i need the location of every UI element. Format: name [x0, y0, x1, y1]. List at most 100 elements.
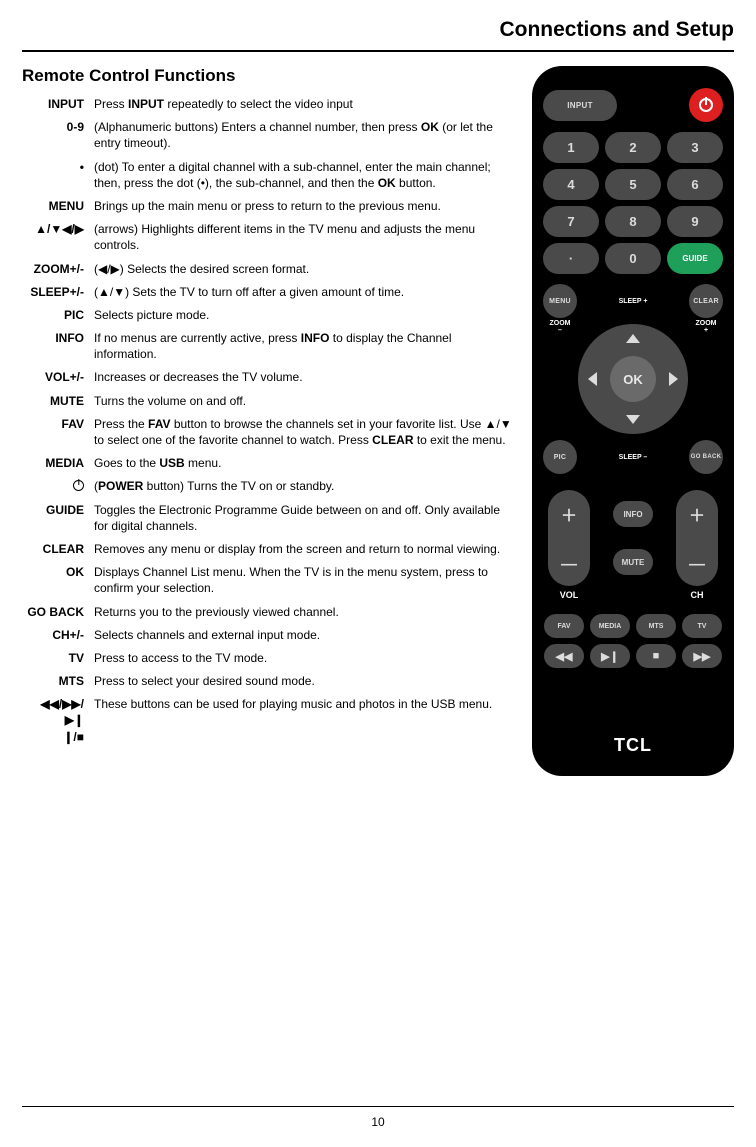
- playpause-button[interactable]: ▶❙: [590, 644, 630, 668]
- function-label: MENU: [22, 198, 94, 214]
- functions-table: INPUTPress INPUT repeatedly to select th…: [22, 96, 514, 745]
- power-icon: [73, 480, 84, 491]
- power-button[interactable]: [689, 88, 723, 122]
- digit-button-5[interactable]: 5: [605, 169, 661, 200]
- digit-button-3[interactable]: 3: [667, 132, 723, 163]
- arrow-up-icon[interactable]: [626, 334, 640, 343]
- plus-icon: ＋: [561, 502, 577, 526]
- zoom-plus-label: ZOOM +: [689, 320, 723, 334]
- function-label: TV: [22, 650, 94, 666]
- arrow-left-icon[interactable]: [588, 372, 597, 386]
- ch-rocker[interactable]: ＋ —: [676, 490, 718, 586]
- minus-icon: —: [689, 556, 705, 574]
- function-description: Press to access to the TV mode.: [94, 650, 514, 666]
- function-description: (Alphanumeric buttons) Enters a channel …: [94, 119, 514, 151]
- function-label: MEDIA: [22, 455, 94, 471]
- function-row: VOL+/-Increases or decreases the TV volu…: [22, 369, 514, 385]
- function-label: FAV: [22, 416, 94, 448]
- digit-button-1[interactable]: 1: [543, 132, 599, 163]
- function-label: ▲/▼◀/▶: [22, 221, 94, 253]
- function-label: [22, 478, 94, 494]
- digit-button-8[interactable]: 8: [605, 206, 661, 237]
- function-row: FAVPress the FAV button to browse the ch…: [22, 416, 514, 448]
- function-label: MUTE: [22, 393, 94, 409]
- mts-button[interactable]: MTS: [636, 614, 676, 638]
- function-description: Press the FAV button to browse the chann…: [94, 416, 514, 448]
- function-label: SLEEP+/-: [22, 284, 94, 300]
- digit-button-6[interactable]: 6: [667, 169, 723, 200]
- page-footer: 10: [22, 1106, 734, 1129]
- digit-button-·[interactable]: ·: [543, 243, 599, 274]
- digit-button-0[interactable]: 0: [605, 243, 661, 274]
- ffwd-button[interactable]: ▶▶: [682, 644, 722, 668]
- digit-button-7[interactable]: 7: [543, 206, 599, 237]
- function-description: Press to select your desired sound mode.: [94, 673, 514, 689]
- power-icon: [699, 98, 713, 112]
- stop-button[interactable]: ■: [636, 644, 676, 668]
- number-pad: 123 456 789 ·0GUIDE: [543, 132, 723, 274]
- media-button[interactable]: MEDIA: [590, 614, 630, 638]
- digit-button-9[interactable]: 9: [667, 206, 723, 237]
- ch-label: CH: [676, 590, 718, 600]
- ok-button[interactable]: OK: [610, 356, 656, 402]
- function-label: GO BACK: [22, 604, 94, 620]
- function-description: Removes any menu or display from the scr…: [94, 541, 514, 557]
- left-column: Remote Control Functions INPUTPress INPU…: [22, 66, 514, 776]
- function-row: GUIDEToggles the Electronic Programme Gu…: [22, 502, 514, 534]
- function-label: 0-9: [22, 119, 94, 151]
- function-row: INPUTPress INPUT repeatedly to select th…: [22, 96, 514, 112]
- dpad: OK: [578, 324, 688, 434]
- function-row: (POWER button) Turns the TV on or standb…: [22, 478, 514, 494]
- function-description: These buttons can be used for playing mu…: [94, 696, 514, 745]
- function-label: MTS: [22, 673, 94, 689]
- function-label: GUIDE: [22, 502, 94, 534]
- remote-control: INPUT 123456789·0GUIDE MENU SLEEP + CLEA…: [532, 66, 734, 776]
- mute-button[interactable]: MUTE: [613, 549, 653, 575]
- function-description: Selects channels and external input mode…: [94, 627, 514, 643]
- input-button[interactable]: INPUT: [543, 90, 617, 121]
- function-label: VOL+/-: [22, 369, 94, 385]
- arrow-right-icon[interactable]: [669, 372, 678, 386]
- function-row: MUTETurns the volume on and off.: [22, 393, 514, 409]
- function-label: CH+/-: [22, 627, 94, 643]
- function-label: ZOOM+/-: [22, 261, 94, 277]
- function-description: (dot) To enter a digital channel with a …: [94, 159, 514, 191]
- info-button[interactable]: INFO: [613, 501, 653, 527]
- function-description: (arrows) Highlights different items in t…: [94, 221, 514, 253]
- content-row: Remote Control Functions INPUTPress INPU…: [22, 66, 734, 776]
- function-description: (POWER button) Turns the TV on or standb…: [94, 478, 514, 494]
- function-description: Toggles the Electronic Programme Guide b…: [94, 502, 514, 534]
- function-row: MEDIAGoes to the USB menu.: [22, 455, 514, 471]
- function-row: CLEARRemoves any menu or display from th…: [22, 541, 514, 557]
- pic-button[interactable]: PIC: [543, 440, 577, 474]
- function-description: If no menus are currently active, press …: [94, 330, 514, 362]
- arrow-down-icon[interactable]: [626, 415, 640, 424]
- function-row: OKDisplays Channel List menu. When the T…: [22, 564, 514, 596]
- guide-button[interactable]: GUIDE: [667, 243, 723, 274]
- function-description: Turns the volume on and off.: [94, 393, 514, 409]
- vol-rocker[interactable]: ＋ —: [548, 490, 590, 586]
- minus-icon: —: [561, 556, 577, 574]
- function-description: (◀/▶) Selects the desired screen format.: [94, 261, 514, 277]
- digit-button-2[interactable]: 2: [605, 132, 661, 163]
- function-row: MENUBrings up the main menu or press to …: [22, 198, 514, 214]
- rewind-button[interactable]: ◀◀: [544, 644, 584, 668]
- section-heading: Remote Control Functions: [22, 66, 514, 86]
- clear-button[interactable]: CLEAR: [689, 284, 723, 318]
- vol-label: VOL: [548, 590, 590, 600]
- function-description: Displays Channel List menu. When the TV …: [94, 564, 514, 596]
- fav-button[interactable]: FAV: [544, 614, 584, 638]
- sleep-minus-label: SLEEP –: [577, 454, 689, 461]
- function-row: TVPress to access to the TV mode.: [22, 650, 514, 666]
- function-row: INFOIf no menus are currently active, pr…: [22, 330, 514, 362]
- function-row: GO BACKReturns you to the previously vie…: [22, 604, 514, 620]
- goback-button[interactable]: GO BACK: [689, 440, 723, 474]
- function-row: CH+/-Selects channels and external input…: [22, 627, 514, 643]
- function-row: PICSelects picture mode.: [22, 307, 514, 323]
- tv-button[interactable]: TV: [682, 614, 722, 638]
- digit-button-4[interactable]: 4: [543, 169, 599, 200]
- menu-button[interactable]: MENU: [543, 284, 577, 318]
- function-description: Selects picture mode.: [94, 307, 514, 323]
- function-description: (▲/▼) Sets the TV to turn off after a gi…: [94, 284, 514, 300]
- function-label: INPUT: [22, 96, 94, 112]
